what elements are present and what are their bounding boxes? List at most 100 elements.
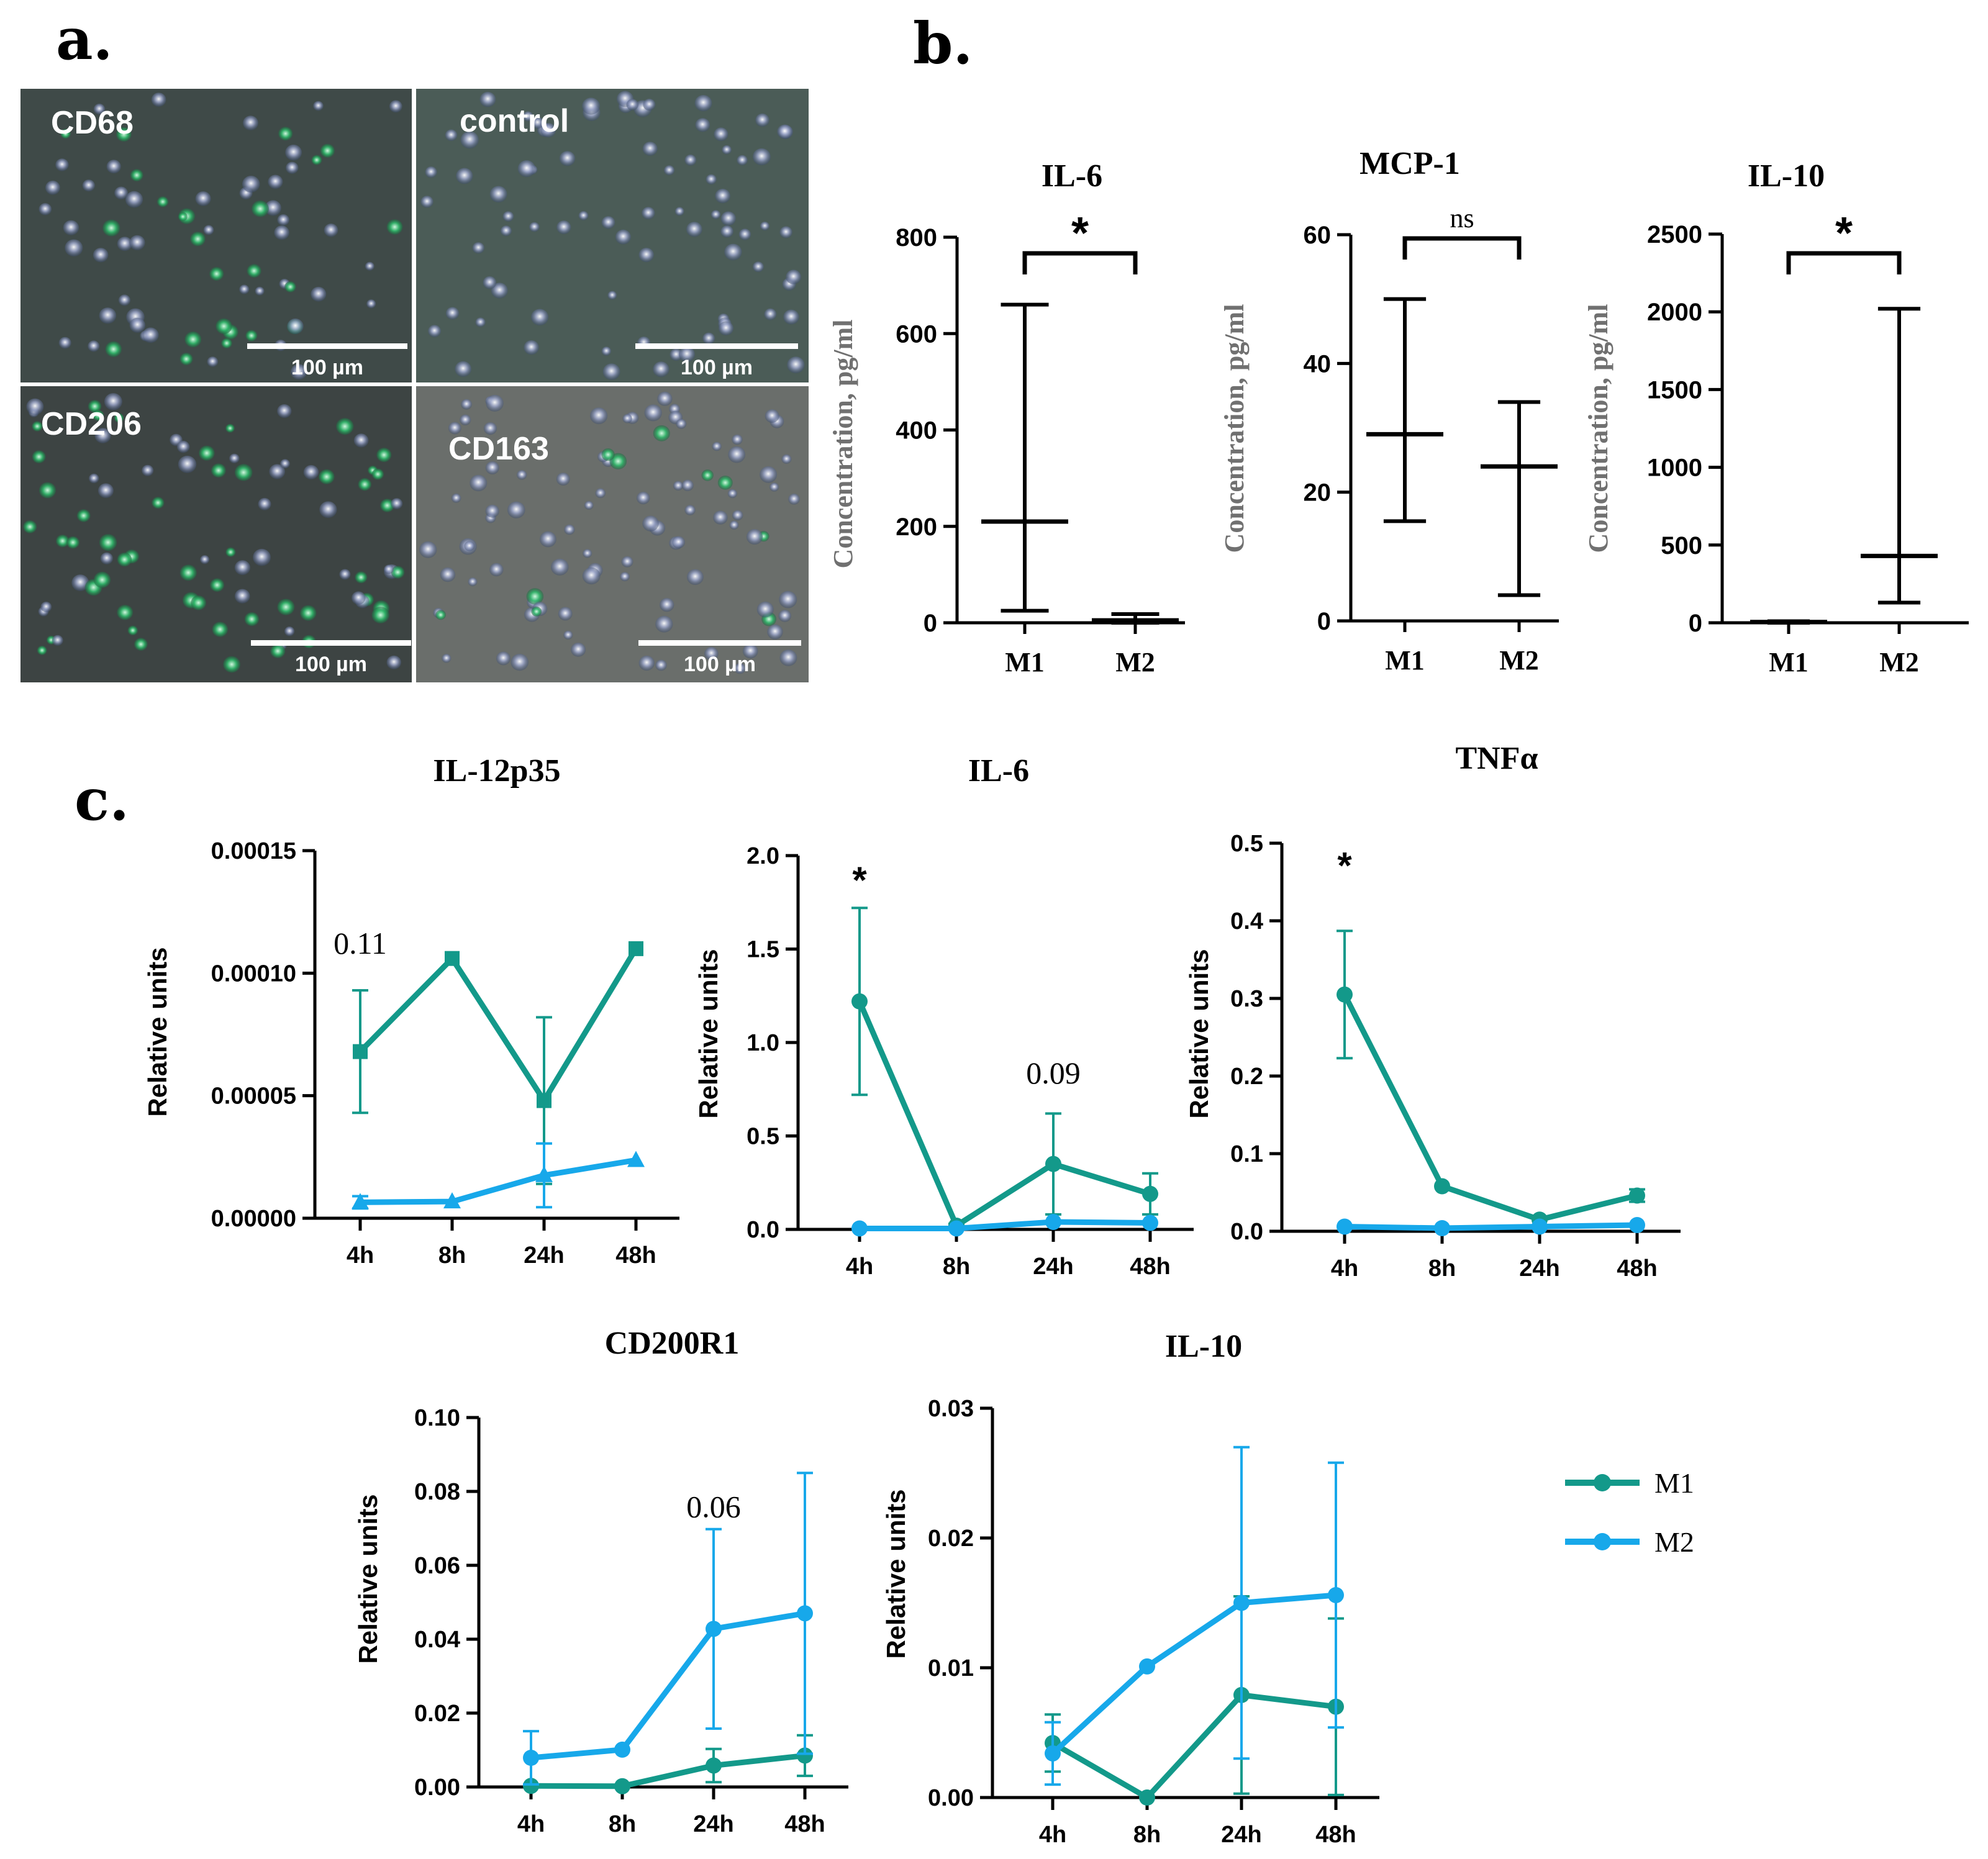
cell-1	[483, 276, 497, 289]
cell-0	[195, 191, 211, 206]
series-m1	[851, 907, 1158, 1234]
cell-2	[210, 578, 224, 592]
x-tick-label: M1	[1005, 647, 1045, 677]
cell-2	[371, 607, 389, 623]
cell-0	[106, 160, 121, 174]
cell-3	[556, 473, 570, 486]
cell-3	[701, 469, 714, 481]
chart-c-il6: IL-6 Relative units 0.0 0.5 1.0 1.5 2.0 4h 8h 2…	[694, 753, 1194, 1280]
cell-1	[420, 196, 433, 208]
cell-1	[686, 222, 702, 237]
y-tick-label: 2.0	[747, 843, 779, 869]
cell-2	[37, 645, 47, 655]
cell-1	[479, 91, 496, 107]
cell-3	[681, 479, 694, 491]
cell-0	[39, 203, 52, 215]
cell-2	[66, 536, 79, 549]
data-point	[1337, 986, 1353, 1003]
cell-3	[704, 646, 719, 661]
cell-0	[65, 239, 83, 257]
cell-3	[451, 493, 461, 503]
x-tick-label: M2	[1499, 645, 1539, 676]
series-m2	[1045, 1445, 1344, 1786]
cell-3	[765, 409, 779, 423]
cell-2	[71, 574, 89, 591]
y-tick-label: 0.00005	[211, 1083, 296, 1110]
y-tick-label: 800	[896, 224, 937, 251]
x-tick-label: 4h	[517, 1811, 545, 1837]
scale-bar-cd163	[638, 640, 801, 646]
cell-2	[358, 477, 371, 491]
cell-2	[179, 564, 197, 581]
cell-2	[258, 497, 271, 510]
cell-3	[687, 569, 704, 586]
cell-2	[211, 463, 226, 477]
cell-1	[783, 309, 799, 325]
scale-bar-cd68	[247, 343, 407, 349]
cell-3	[558, 607, 573, 621]
data-point	[1629, 1187, 1645, 1204]
cell-3	[653, 425, 670, 441]
cell-1	[556, 220, 571, 235]
cell-1	[522, 111, 533, 122]
cell-1	[719, 321, 733, 336]
cell-3	[564, 524, 575, 535]
cell-1	[531, 117, 544, 129]
y-tick-label: 200	[896, 513, 937, 541]
cell-2	[386, 655, 401, 669]
cell-3	[622, 414, 632, 423]
micrograph-cd68-bg	[20, 89, 414, 383]
cell-3	[621, 556, 633, 568]
x-tick-label: 48h	[1315, 1822, 1356, 1848]
y-tick-label: 40	[1304, 350, 1332, 378]
y-tick-label: 0.00015	[211, 838, 296, 864]
data-point	[1629, 1217, 1645, 1233]
cell-0	[265, 200, 281, 216]
cell-3	[729, 520, 739, 530]
cell-3	[728, 446, 746, 463]
cell-3	[673, 481, 684, 491]
significance-label: ns	[1450, 203, 1474, 233]
cell-3	[779, 590, 797, 608]
cell-2	[270, 644, 286, 658]
cell-0	[45, 180, 60, 195]
cell-3	[583, 549, 592, 558]
data-point	[614, 1778, 630, 1794]
cell-3	[732, 510, 743, 521]
cell-0	[386, 219, 403, 235]
cell-3	[496, 651, 511, 666]
data-point	[614, 1741, 630, 1758]
cell-1	[664, 165, 675, 176]
cell-3	[517, 470, 527, 480]
cell-0	[116, 127, 132, 142]
cell-2	[127, 625, 138, 636]
cell-1	[724, 243, 742, 261]
y-tick-label: 0.5	[747, 1124, 779, 1150]
cell-3	[712, 441, 722, 451]
cell-2	[212, 622, 228, 637]
y-tick-label: 0.02	[414, 1701, 460, 1727]
cell-3	[468, 577, 478, 587]
cell-1	[428, 325, 441, 338]
cell-0	[274, 225, 289, 240]
series-m1	[1045, 1595, 1344, 1806]
cell-3	[448, 422, 461, 435]
cell-1	[694, 95, 712, 112]
data-point	[1139, 1789, 1155, 1806]
cell-2	[303, 465, 319, 480]
cell-3	[601, 448, 615, 461]
annotation: *	[1337, 844, 1352, 886]
cell-2	[89, 473, 99, 484]
cell-2	[178, 455, 197, 473]
series-line	[1344, 1222, 1638, 1231]
cell-1	[638, 248, 654, 263]
cell-2	[52, 635, 63, 646]
data-point	[1233, 1594, 1250, 1611]
cell-0	[313, 101, 324, 111]
y-tick-label: 500	[1661, 532, 1702, 559]
cell-0	[311, 155, 322, 165]
cell-2	[336, 418, 354, 435]
scale-bar-control	[635, 343, 798, 349]
cell-1	[626, 99, 638, 111]
